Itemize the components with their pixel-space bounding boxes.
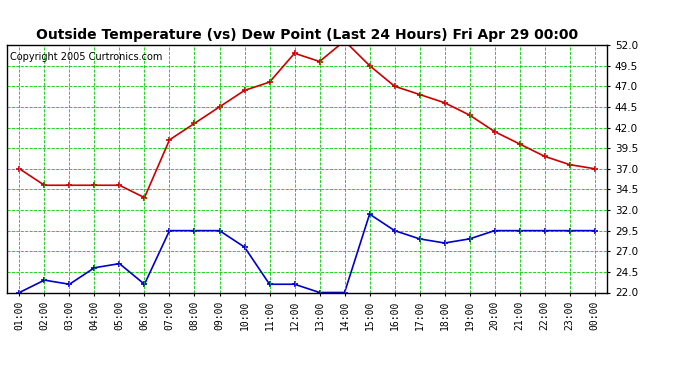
Text: Copyright 2005 Curtronics.com: Copyright 2005 Curtronics.com bbox=[10, 53, 162, 62]
Title: Outside Temperature (vs) Dew Point (Last 24 Hours) Fri Apr 29 00:00: Outside Temperature (vs) Dew Point (Last… bbox=[36, 28, 578, 42]
